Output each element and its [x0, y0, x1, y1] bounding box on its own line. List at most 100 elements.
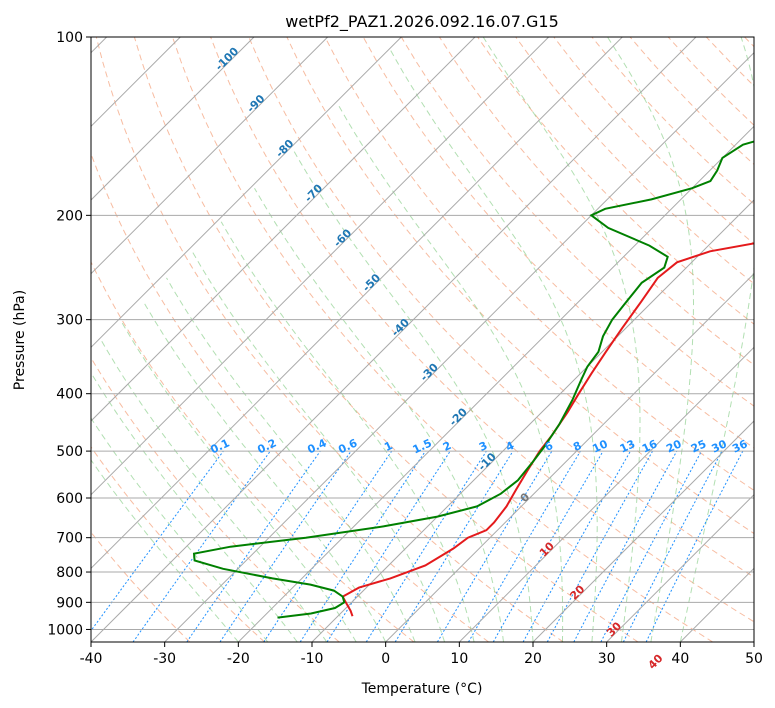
x-tick-label: 30: [598, 651, 616, 667]
moist-adiabat: [166, 277, 416, 642]
background-lines: [91, 37, 754, 642]
mixing-ratio-label: 20: [664, 437, 684, 455]
isotherm-label: -50: [360, 271, 383, 294]
mixing-ratio-label: 0.6: [336, 436, 359, 456]
mixing-ratio-line: [645, 450, 744, 642]
mixing-ratio-line: [522, 450, 631, 642]
moist-adiabat: [100, 340, 328, 642]
dry-adiabat: [91, 446, 265, 642]
dry-adiabat: [210, 37, 754, 623]
mixing-ratio-label: 13: [618, 437, 637, 455]
isotherm-line: [237, 125, 754, 642]
isotherm-line: [91, 37, 697, 642]
isotherm-line: [91, 37, 476, 422]
isotherm-line: [91, 37, 329, 275]
mixing-ratio-line: [394, 450, 514, 642]
mixing-ratio-label: 10: [590, 437, 610, 455]
isotherm-line: [385, 272, 754, 642]
mixing-ratio-label: 2: [441, 439, 453, 454]
plot-frame: [90, 36, 755, 643]
mixing-ratio-label: 1.5: [411, 436, 434, 456]
isotherm-line: [91, 37, 402, 349]
dry-adiabat: [515, 37, 754, 285]
y-tick-label: 400: [56, 387, 83, 403]
isotherm-line: [91, 37, 623, 570]
isotherm-line: [606, 493, 754, 642]
moist-adiabat: [143, 301, 387, 642]
dry-adiabat: [95, 37, 564, 642]
isotherm-line: [91, 37, 550, 496]
dry-adiabat: [705, 37, 754, 87]
mixing-ratio-label: 1: [382, 439, 394, 454]
dry-adiabat: [477, 37, 754, 325]
mixing-ratio-line: [186, 450, 321, 642]
y-tick-label: 700: [56, 531, 83, 547]
mixing-ratio-line: [365, 450, 487, 642]
mixing-ratio-label: 30: [709, 437, 729, 455]
mixing-ratio-line: [600, 450, 702, 642]
moist-adiabat: [191, 251, 446, 642]
dry-adiabat: [91, 260, 415, 642]
mixing-ratio-line: [326, 450, 451, 642]
x-tick-label: 10: [450, 651, 468, 667]
isotherm-label: -70: [302, 181, 325, 204]
isotherm-label: 30: [604, 619, 624, 639]
dry-adiabat: [91, 152, 489, 642]
y-tick-label: 600: [56, 491, 83, 507]
x-axis-label: Temperature (°C): [361, 681, 483, 697]
moist-adiabat: [292, 149, 534, 642]
dry-adiabat: [744, 37, 754, 48]
mixing-ratio-line: [219, 450, 352, 642]
chart-title: wetPf2_PAZ1.2026.092.16.07.G15: [285, 12, 559, 32]
mixing-ratio-label: 0.2: [255, 436, 278, 456]
dry-adiabat: [91, 356, 340, 642]
mixing-ratio-line: [91, 450, 224, 632]
moist-adiabat: [119, 319, 357, 642]
mixing-ratio-line: [573, 450, 678, 642]
y-tick-label: 300: [56, 313, 83, 329]
moist-adiabat: [220, 221, 475, 642]
isotherm-line: [679, 567, 754, 642]
dry-adiabat: [324, 37, 754, 491]
moist-adiabat: [91, 459, 239, 642]
isotherm-label: 40: [646, 652, 666, 672]
dry-adiabat: [667, 37, 754, 126]
mixing-ratio-line: [263, 450, 393, 642]
dry-adiabat: [286, 37, 754, 535]
moist-adiabat: [482, 37, 641, 642]
isotherm-label: -80: [273, 137, 296, 160]
temperature-line: [341, 242, 754, 617]
dry-adiabat: [172, 37, 713, 642]
y-tick-label: 500: [56, 444, 83, 460]
x-tick-label: -40: [80, 651, 103, 667]
isotherm-label: -20: [447, 405, 470, 428]
isotherm-label: -10: [476, 450, 499, 473]
dry-adiabat: [591, 37, 754, 205]
moist-adiabat: [254, 187, 504, 642]
dry-adiabat: [91, 531, 191, 642]
y-tick-label: 900: [56, 595, 83, 611]
y-tick-label: 1000: [47, 622, 83, 638]
profile-lines: [192, 140, 754, 619]
moist-adiabat: [389, 49, 598, 642]
x-tick-label: 20: [524, 651, 542, 667]
moist-adiabat: [679, 37, 754, 642]
isotherm-line: [753, 641, 754, 642]
x-tick-label: 0: [381, 651, 390, 667]
isotherm-line: [458, 346, 754, 642]
isotherm-label: -100: [213, 44, 242, 73]
y-tick-label: 200: [56, 208, 83, 224]
isotherm-line: [532, 420, 754, 642]
isotherm-line: [164, 51, 754, 642]
isotherm-label: -90: [244, 92, 267, 115]
y-axis: 100 200 300 400 500 600 700 800 900 1000: [47, 30, 91, 638]
mixing-ratio-label: 25: [689, 437, 708, 455]
dry-adiabat: [438, 37, 754, 366]
y-tick-label: 800: [56, 565, 83, 581]
moist-adiabat: [607, 37, 694, 642]
isotherm-label: 10: [537, 539, 557, 559]
mixing-ratio-label: 16: [640, 437, 660, 455]
x-tick-label: -20: [227, 651, 250, 667]
dry-adiabat: [553, 37, 754, 245]
